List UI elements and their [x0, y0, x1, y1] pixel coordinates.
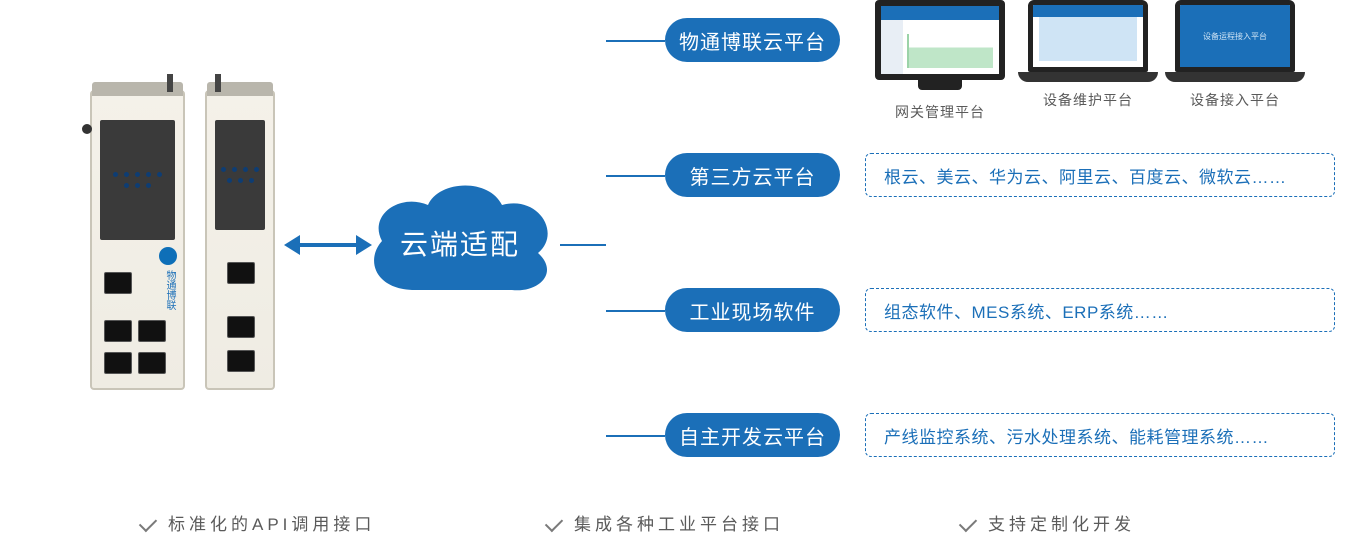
feature-text: 标准化的API调用接口: [168, 510, 375, 535]
check-icon: [959, 513, 977, 531]
laptop-icon: 设备运程接入平台: [1165, 0, 1305, 82]
monitor-icon: [875, 0, 1005, 80]
bidirectional-arrow-icon: [298, 243, 358, 247]
feature-item: 集成各种工业平台接口: [546, 510, 784, 535]
device-led-panel: [100, 120, 175, 240]
category-pill: 工业现场软件: [665, 288, 840, 332]
brand-text: 物通博联: [162, 270, 177, 310]
connector-segment: [606, 175, 665, 177]
category-label: 物通博联云平台: [679, 26, 826, 55]
platform-label: 设备接入平台: [1165, 90, 1305, 110]
platform-preview: 网关管理平台: [870, 0, 1010, 122]
feature-item: 支持定制化开发: [960, 510, 1135, 535]
cloud-node: 云端适配: [360, 175, 560, 310]
check-icon: [139, 513, 157, 531]
gateway-device-small: [205, 90, 275, 390]
connector-segment: [606, 40, 665, 42]
category-detail-box: 根云、美云、华为云、阿里云、百度云、微软云……: [865, 153, 1335, 197]
gateway-device-large: 物通博联: [90, 90, 185, 390]
category-detail-text: 根云、美云、华为云、阿里云、百度云、微软云……: [884, 163, 1287, 188]
diagram-root: 物通博联 云端适配 物通博联云平台第三方云平台 根云、美云、华为云、阿里云、百度云…: [0, 0, 1369, 544]
category-pill: 自主开发云平台: [665, 413, 840, 457]
category-label: 工业现场软件: [690, 296, 816, 325]
category-detail-box: 产线监控系统、污水处理系统、能耗管理系统……: [865, 413, 1335, 457]
device-led-panel: [215, 120, 265, 230]
platform-label: 网关管理平台: [870, 102, 1010, 122]
feature-item: 标准化的API调用接口: [140, 510, 375, 535]
laptop-icon: [1018, 0, 1158, 82]
platform-preview: 设备运程接入平台设备接入平台: [1165, 0, 1305, 110]
category-pill: 第三方云平台: [665, 153, 840, 197]
category-detail-text: 组态软件、MES系统、ERP系统……: [884, 298, 1169, 323]
feature-text: 集成各种工业平台接口: [574, 510, 784, 535]
cloud-label: 云端适配: [400, 223, 520, 263]
check-icon: [545, 513, 563, 531]
platform-preview: 设备维护平台: [1018, 0, 1158, 110]
connector-segment: [606, 310, 665, 312]
platform-label: 设备维护平台: [1018, 90, 1158, 110]
category-label: 自主开发云平台: [679, 421, 826, 450]
category-pill: 物通博联云平台: [665, 18, 840, 62]
category-label: 第三方云平台: [690, 161, 816, 190]
connector-segment: [606, 435, 665, 437]
category-detail-text: 产线监控系统、污水处理系统、能耗管理系统……: [884, 423, 1269, 448]
brand-logo-icon: [159, 247, 177, 265]
category-detail-box: 组态软件、MES系统、ERP系统……: [865, 288, 1335, 332]
feature-text: 支持定制化开发: [988, 510, 1135, 535]
connector-segment: [560, 244, 606, 246]
